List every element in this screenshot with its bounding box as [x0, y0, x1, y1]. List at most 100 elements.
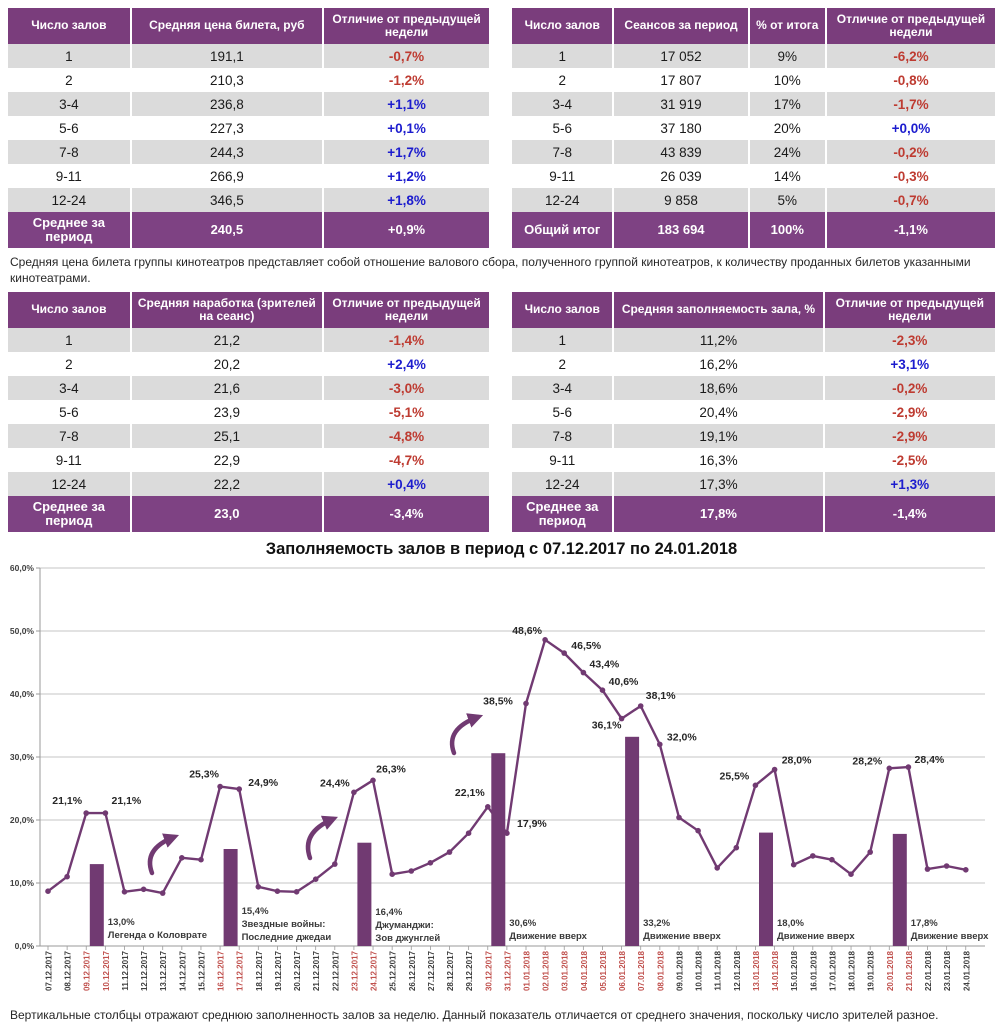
point-value-label: 25,5% [720, 770, 750, 782]
data-point [542, 637, 548, 643]
table-cell: 244,3 [129, 140, 324, 164]
table-cell: -0,3% [824, 164, 995, 188]
table-cell: 240,5 [129, 212, 324, 248]
table-cell: 21,6 [129, 376, 324, 401]
date-label: 04.01.2018 [580, 951, 589, 992]
table-cell: -2,3% [822, 328, 995, 353]
table-row: 2 16,2% +3,1% [512, 352, 995, 377]
table-cell: 3-4 [59, 96, 79, 112]
data-point [771, 766, 778, 773]
table-cell: 14% [747, 164, 826, 188]
date-label: 13.12.2017 [159, 951, 168, 992]
table-total-row: Среднее за период 17,8% -1,4% [512, 496, 995, 533]
data-point [370, 777, 376, 784]
column-header: Отличие от предыдущей недели [322, 8, 489, 44]
table-cell: -2,9% [822, 424, 995, 449]
table-cell: 1 [558, 332, 566, 348]
date-label: 16.01.2018 [809, 951, 818, 992]
column-header: Средняя наработка (зрителей на сеанс) [129, 292, 324, 329]
week-avg-bar [357, 842, 372, 947]
bar-value-label: 18,0% [777, 918, 804, 929]
table-cell: 17,3% [612, 472, 824, 497]
date-label: 30.12.2017 [484, 951, 493, 992]
table-row: 3-4 21,6 -3,0% [8, 376, 489, 401]
data-point [293, 889, 300, 895]
data-point [676, 814, 682, 821]
date-label: 14.01.2018 [771, 951, 780, 992]
table-cell: 191,1 [129, 44, 324, 68]
table-total-row: Общий итог 183 694 100% -1,1% [512, 212, 995, 248]
point-value-label: 22,1% [455, 787, 485, 799]
data-point [580, 669, 587, 676]
bar-film-label: Движение вверх [777, 931, 855, 942]
bar-film-label: Движение вверх [911, 931, 989, 942]
table-cell: 31 919 [612, 92, 749, 116]
table-cell: 2 [65, 356, 73, 372]
column-header: Отличие от предыдущей недели [824, 8, 995, 44]
bar-film-label: Зов джунглей [375, 933, 440, 944]
table-header-row: Число залов Средняя заполняемость зала, %… [512, 292, 995, 329]
week-avg-bar [89, 864, 104, 947]
table-row: 12-24 9 858 5% -0,7% [512, 188, 995, 212]
data-point [217, 783, 223, 790]
data-point [886, 765, 893, 772]
table-cell: 5-6 [552, 120, 572, 136]
table-cell: 3-4 [552, 380, 572, 396]
table-cell: +1,7% [322, 140, 489, 164]
data-point [733, 845, 740, 851]
data-point [255, 884, 262, 890]
table-cell: Среднее за период [8, 212, 131, 248]
table-cell: 10% [747, 68, 826, 92]
table-row: 12-24 346,5 +1,8% [8, 188, 489, 212]
week-avg-bar [491, 753, 506, 947]
table-cell: +0,1% [322, 116, 489, 140]
table-cell: -2,9% [822, 400, 995, 425]
date-label: 22.12.2017 [331, 951, 340, 992]
data-point [943, 863, 950, 869]
table-row: 1 21,2 -1,4% [8, 328, 489, 353]
table-row: 9-11 16,3% -2,5% [512, 448, 995, 473]
date-label: 20.01.2018 [886, 951, 895, 992]
table-cell: -3,0% [322, 376, 489, 401]
y-tick-label: 30,0% [10, 752, 35, 762]
date-label: 17.01.2018 [828, 951, 837, 992]
bar-labels: 13,0% Легенда о Коловрате 15,4% Звездные во… [108, 906, 989, 944]
x-axis-dates: 07.12.2017 08.12.2017 09.12.2017 10.12.2017… [45, 951, 972, 992]
trend-arrows [147, 713, 484, 876]
data-point [924, 866, 931, 873]
chart-title: Заполняемость залов в период с 07.12.201… [265, 540, 738, 559]
table-cell: -0,2% [824, 140, 995, 164]
table-cell: +2,4% [322, 352, 489, 377]
table-cell: 23,0 [129, 496, 324, 533]
note-bars-definition: Вертикальные столбцы отражают среднюю за… [10, 1008, 939, 1023]
table-total-row: Среднее за период 23,0 -3,4% [8, 496, 489, 533]
date-label: 15.12.2017 [197, 951, 206, 992]
table-cell: 9-11 [549, 452, 576, 468]
data-point [657, 741, 663, 748]
data-point [45, 888, 51, 895]
table-row: 7-8 43 839 24% -0,2% [512, 140, 995, 164]
bar-value-label: 16,4% [375, 907, 402, 918]
date-label: 12.01.2018 [733, 951, 742, 992]
table-cell: -6,2% [824, 44, 995, 68]
date-label: 03.01.2018 [561, 951, 570, 992]
week-avg-bar [892, 834, 907, 947]
table-cell: 7-8 [552, 428, 572, 444]
table-cell: -1,7% [824, 92, 995, 116]
point-value-label: 28,0% [782, 755, 812, 767]
table-cell: +1,1% [322, 92, 489, 116]
table-row: 7-8 244,3 +1,7% [8, 140, 489, 164]
bar-film-label: Движение вверх [643, 931, 721, 942]
table-cell: 20% [747, 116, 826, 140]
date-label: 18.12.2017 [255, 951, 264, 992]
table-cell: 12-24 [544, 192, 580, 208]
table-cell: -1,4% [322, 328, 489, 353]
table-cell: -3,4% [322, 496, 489, 533]
data-point [867, 849, 873, 856]
table-cell: 22,9 [129, 448, 324, 473]
date-label: 19.01.2018 [867, 951, 876, 992]
point-value-label: 48,6% [512, 625, 542, 637]
table-cell: 7-8 [552, 144, 572, 160]
occupancy-line [46, 638, 967, 895]
